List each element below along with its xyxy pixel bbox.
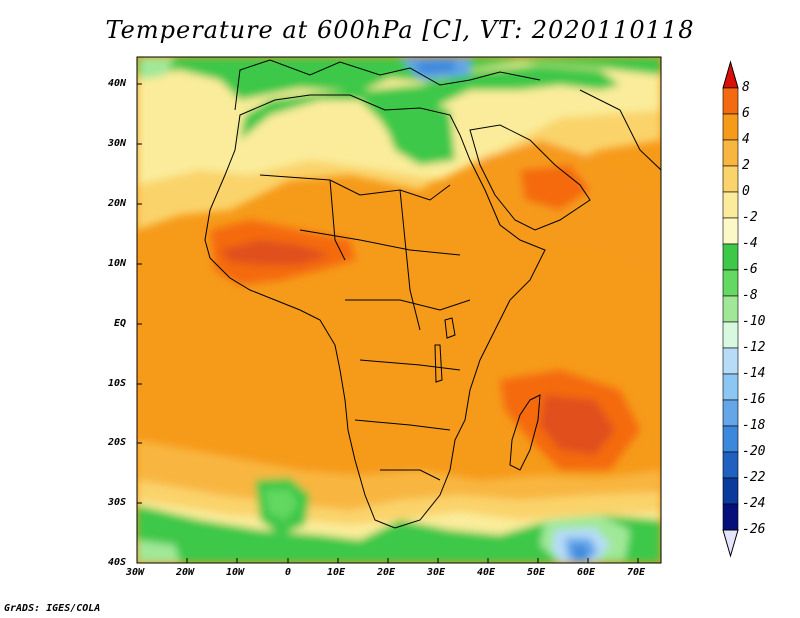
colorbar-bin (722, 139, 739, 167)
colorbar-bin (722, 269, 739, 297)
lat-label: 10N (108, 258, 127, 269)
colorbar-label: 4 (742, 132, 750, 147)
colorbar-bin (722, 113, 739, 141)
colorbar-bin (722, 425, 739, 453)
colorbar-bin (722, 295, 739, 323)
lat-label: 20S (108, 437, 127, 448)
coastlines (204, 59, 661, 529)
colorbar-bin (722, 321, 739, 349)
colorbar-label: -20 (742, 444, 766, 459)
credit-text: GrADS: IGES/COLA (4, 603, 101, 614)
colorbar-label: -10 (742, 314, 766, 329)
colorbar-label: -14 (742, 366, 766, 381)
colorbar-bin (722, 243, 739, 271)
lon-label: 40E (477, 567, 496, 578)
colorbar-bin (722, 165, 739, 193)
colorbar-label: -8 (742, 288, 758, 303)
lat-label: 30S (108, 497, 127, 508)
lon-label: 10W (226, 567, 245, 578)
colorbar-label: 8 (742, 80, 750, 95)
lon-label: 70E (627, 567, 646, 578)
colorbar-label: -4 (742, 236, 758, 251)
axis-ticks (136, 83, 639, 563)
colorbar-label: -18 (742, 418, 766, 433)
lat-label: EQ (114, 318, 127, 329)
colorbar-label: 2 (742, 158, 750, 173)
chart-title: Temperature at 600hPa [C], VT: 202011011… (105, 16, 695, 44)
lon-label: 10E (327, 567, 346, 578)
colorbar-bin (722, 503, 739, 531)
colorbar-label: 6 (742, 106, 750, 121)
colorbar-label: -2 (742, 210, 758, 225)
colorbar-bin (722, 451, 739, 479)
lon-label: 60E (577, 567, 596, 578)
colorbar-bottom-arrow (722, 529, 739, 558)
colorbar (722, 60, 739, 558)
lat-label: 30N (108, 138, 127, 149)
colorbar-label: -12 (742, 340, 766, 355)
map-frame (136, 56, 662, 564)
lon-label: 20E (377, 567, 396, 578)
colorbar-label: -6 (742, 262, 758, 277)
colorbar-bin (722, 373, 739, 401)
colorbar-bin (722, 217, 739, 245)
colorbar-bin (722, 191, 739, 219)
colorbar-bin (722, 399, 739, 427)
temperature-field (137, 57, 661, 563)
colorbar-label: -22 (742, 470, 766, 485)
lat-label: 40N (108, 78, 127, 89)
colorbar-label: -26 (742, 522, 766, 537)
lon-label: 30E (427, 567, 446, 578)
lon-label: 20W (176, 567, 195, 578)
lat-label: 10S (108, 378, 127, 389)
colorbar-top-arrow (722, 60, 739, 89)
lat-label: 40S (108, 557, 127, 568)
colorbar-bin (722, 87, 739, 115)
colorbar-label: -16 (742, 392, 766, 407)
colorbar-label: -24 (742, 496, 766, 511)
lon-label: 30W (126, 567, 145, 578)
lat-label: 20N (108, 198, 127, 209)
colorbar-label: 0 (742, 184, 750, 199)
lon-label: 0 (285, 567, 292, 578)
lon-label: 50E (527, 567, 546, 578)
colorbar-bin (722, 477, 739, 505)
colorbar-bin (722, 347, 739, 375)
